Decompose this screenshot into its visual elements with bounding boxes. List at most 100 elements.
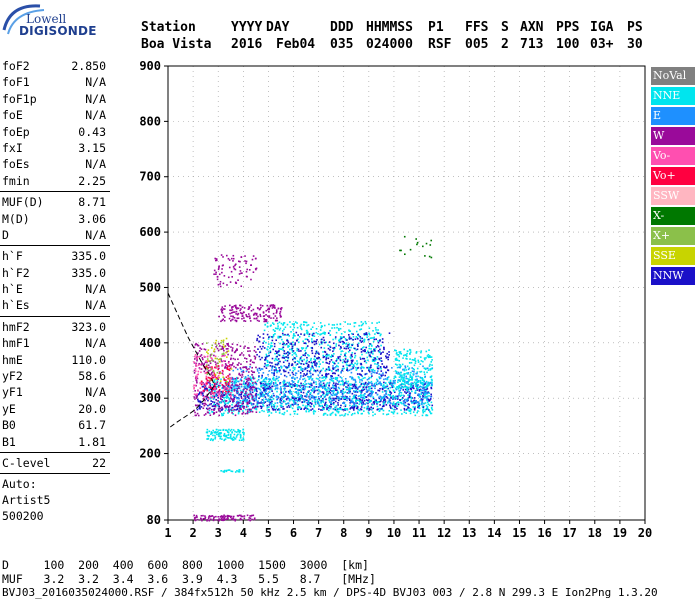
echo-point [294,403,296,405]
echo-point [430,256,433,259]
echo-point [244,392,247,395]
echo-point [344,397,347,399]
echo-point [245,262,247,265]
echo-point [199,368,201,370]
echo-point [400,387,403,390]
echo-point [307,399,310,402]
echo-point [328,396,331,399]
echo-point [365,396,368,399]
echo-point [274,330,276,332]
echo-point [273,359,276,362]
echo-point [315,385,318,388]
echo-point [339,338,342,341]
echo-point [219,280,222,283]
echo-point [236,363,239,366]
echo-point [321,377,323,379]
echo-point [307,386,309,388]
echo-point [342,397,345,399]
echo-point [259,336,261,338]
echo-point [267,392,270,395]
echo-point [400,387,403,390]
echo-point [402,380,405,383]
echo-point [339,383,342,386]
echo-point [378,396,380,399]
echo-point [206,361,208,364]
echo-point [395,388,398,391]
echo-point [418,394,420,397]
echo-point [230,270,233,273]
echo-point [276,319,278,322]
echo-point [383,347,385,349]
echo-point [384,395,386,397]
echo-point [205,371,208,374]
echo-point [310,346,313,349]
echo-point [280,397,282,400]
echo-point [228,401,230,404]
echo-point [252,377,255,380]
echo-point [420,360,423,362]
echo-point [276,355,278,358]
echo-point [347,388,350,391]
echo-point [335,377,337,379]
echo-point [367,338,370,341]
echo-point [253,397,255,400]
echo-point [238,373,240,376]
echo-point [225,364,228,366]
echo-point [227,402,229,405]
echo-point [248,354,250,356]
echo-point [220,378,222,381]
echo-point [429,369,432,371]
echo-point [197,404,199,407]
echo-point [388,351,390,353]
echo-point [251,389,254,391]
echo-point [297,394,299,396]
echo-point [272,312,275,315]
echo-point [220,357,222,360]
echo-point [429,363,431,366]
echo-point [263,347,266,349]
echo-point [324,370,327,372]
echo-point [268,336,270,339]
echo-point [256,353,258,356]
echo-point [212,398,215,400]
echo-point [404,398,406,401]
echo-point [250,278,252,281]
echo-point [348,383,351,386]
echo-point [253,355,256,358]
echo-point [232,395,235,397]
echo-point [385,371,387,374]
echo-point [330,376,332,378]
echo-point [231,384,234,386]
echo-point [239,304,242,307]
echo-point [387,387,389,390]
echo-point [272,382,275,384]
echo-point [378,408,381,410]
echo-point [320,396,322,399]
echo-point [352,409,355,411]
param-name: foF2 [2,59,30,73]
echo-point [307,366,310,368]
echo-point [206,431,209,434]
echo-point [311,352,314,355]
echo-point [325,376,328,378]
echo-point [323,385,326,388]
echo-point [367,386,370,389]
footer-d-row: D 100 200 400 600 800 1000 1500 3000 [km… [2,558,369,572]
echo-point [324,412,327,415]
echo-point [293,401,296,404]
echo-point [289,392,291,395]
echo-point [239,436,242,439]
echo-point [403,385,405,388]
echo-point [279,404,282,407]
echo-point [402,377,405,379]
echo-point [361,353,363,356]
echo-point [379,399,382,401]
echo-point [203,366,206,368]
echo-point [291,345,294,348]
echo-point [238,362,240,364]
echo-point [325,357,328,359]
echo-point [243,307,246,309]
echo-point [368,393,370,396]
echo-point [274,307,276,309]
echo-point [231,412,233,414]
